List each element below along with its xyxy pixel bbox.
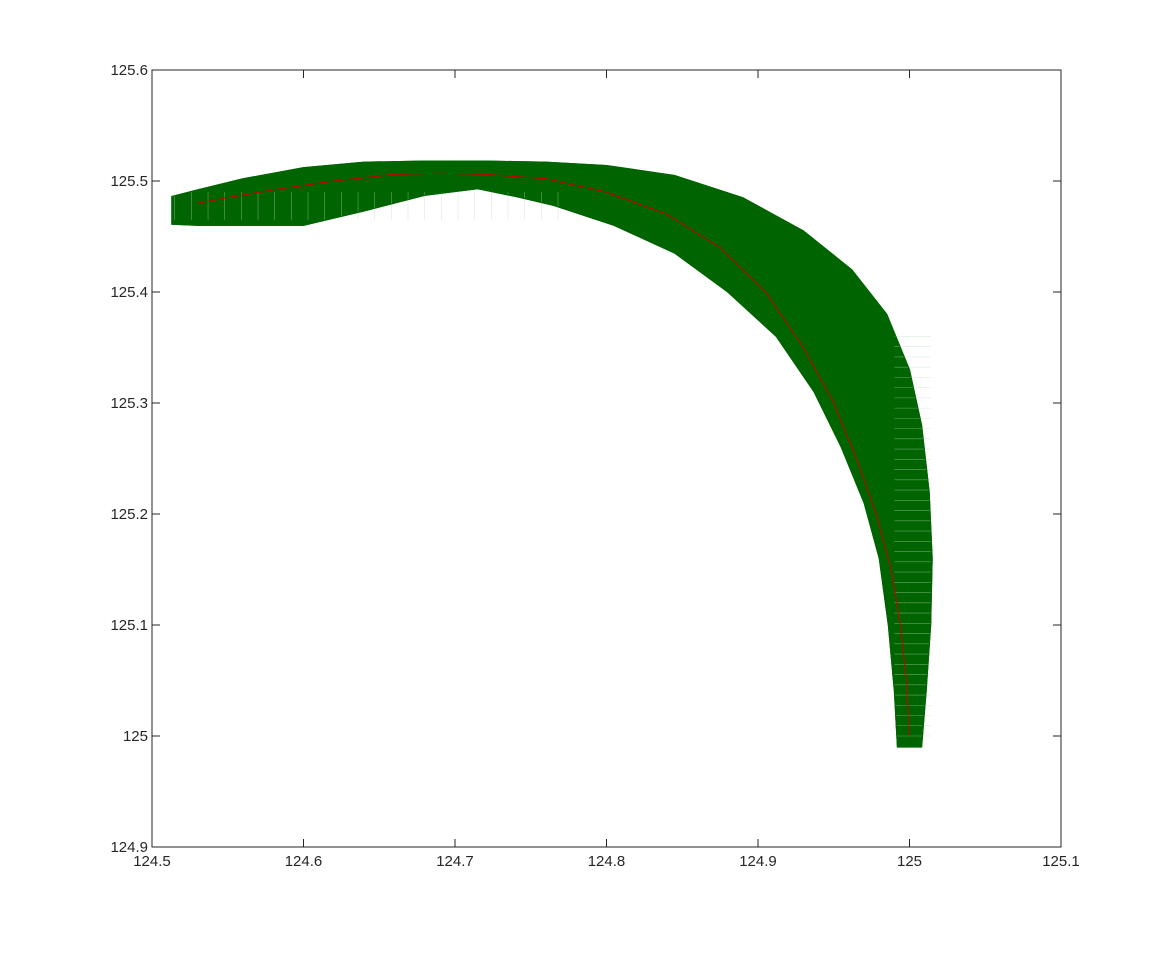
y-tick-label: 125.2	[110, 506, 148, 523]
y-tick-label: 125.5	[110, 173, 148, 190]
y-tick-label: 125.1	[110, 617, 148, 634]
y-tick-label: 125.4	[110, 284, 148, 301]
y-tick-label: 125.6	[110, 62, 148, 79]
x-tick-label: 124.7	[436, 853, 474, 870]
x-tick-label: 124.6	[285, 853, 323, 870]
x-tick-label: 125	[897, 853, 922, 870]
y-tick-label: 125	[123, 728, 148, 745]
x-tick-label: 124.5	[133, 853, 171, 870]
y-tick-label: 125.3	[110, 395, 148, 412]
y-tick-label: 124.9	[110, 839, 148, 856]
x-tick-label: 124.9	[739, 853, 777, 870]
tick-marks-layer	[151, 69, 1062, 848]
band-inner-edge-line	[171, 188, 898, 748]
tick-labels-layer: 124.5 124.6 124.7 124.8 124.9 125 125.1 124.9 12…	[110, 62, 1079, 870]
band-fill-area	[171, 160, 933, 748]
x-tick-label: 125.1	[1042, 853, 1080, 870]
path-line	[197, 172, 910, 737]
band-outer-edge-line	[171, 160, 933, 748]
trajectory-path-layer	[197, 172, 910, 737]
x-tick-label: 124.8	[588, 853, 626, 870]
trajectory-band-layer	[171, 160, 933, 748]
